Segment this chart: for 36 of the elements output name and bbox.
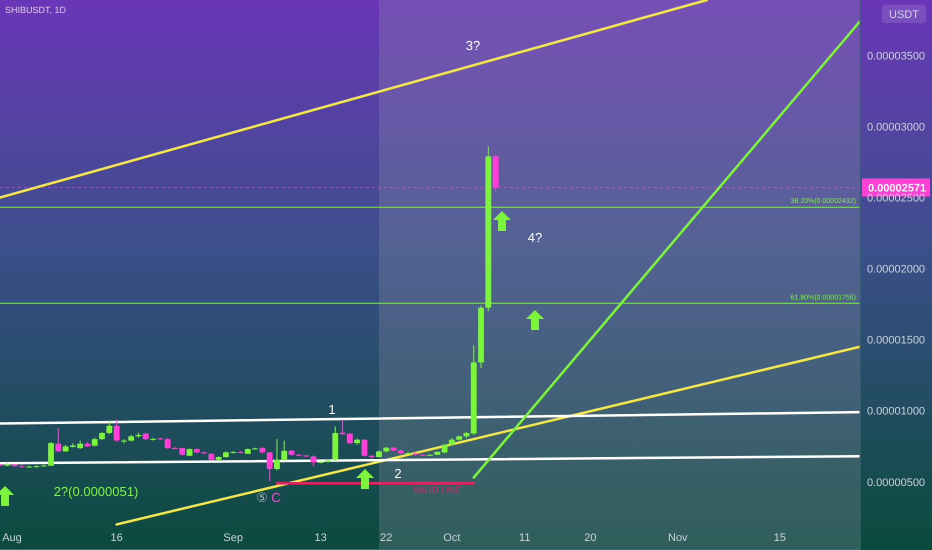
x-tick-label: 22: [380, 532, 392, 544]
candlestick: [55, 428, 62, 452]
x-tick-label: 20: [584, 532, 596, 544]
y-axis-title: USDT: [889, 9, 920, 21]
candlestick: [266, 451, 273, 482]
x-tick-label: Oct: [443, 532, 460, 544]
y-tick-label: 0.00001500: [866, 334, 926, 347]
y-tick-label: 0.00001000: [866, 406, 926, 418]
x-tick-label: Aug: [2, 532, 22, 544]
annotation: 1: [328, 402, 336, 417]
text: SHIBUSDT, 1D: [5, 5, 67, 15]
x-tick-label: 16: [110, 532, 123, 544]
y-tick-label: 0.00000500: [866, 476, 926, 489]
y-tick-label: 0.00003000: [866, 121, 926, 134]
annotation: ⑤: [256, 490, 268, 505]
candlestick: [274, 438, 280, 471]
annotation: 2?(0.0000051): [54, 484, 138, 499]
x-tick-label: 13: [314, 532, 327, 544]
annotation: VALID LINE: [413, 485, 461, 495]
y-tick-label: 0.00003500: [866, 50, 926, 62]
candlestick: [114, 418, 120, 442]
ref-line-label: 0.00002571: [868, 182, 926, 194]
candlestick: [106, 420, 112, 435]
candlestick: [281, 440, 288, 461]
annotation: 4?: [528, 230, 542, 245]
y-tick-label: 0.00002000: [866, 264, 926, 276]
x-tick-label: Sep: [223, 532, 244, 544]
x-tick-label: 15: [774, 532, 786, 544]
annotation: 2: [394, 466, 402, 481]
x-tick-label: Nov: [668, 532, 688, 544]
x-tick-label: 11: [519, 532, 530, 544]
annotation: C: [271, 490, 281, 505]
candlestick: [48, 441, 54, 467]
annotation: 3?: [466, 38, 480, 53]
candlestick: [310, 454, 316, 467]
candlestick: [361, 438, 368, 457]
